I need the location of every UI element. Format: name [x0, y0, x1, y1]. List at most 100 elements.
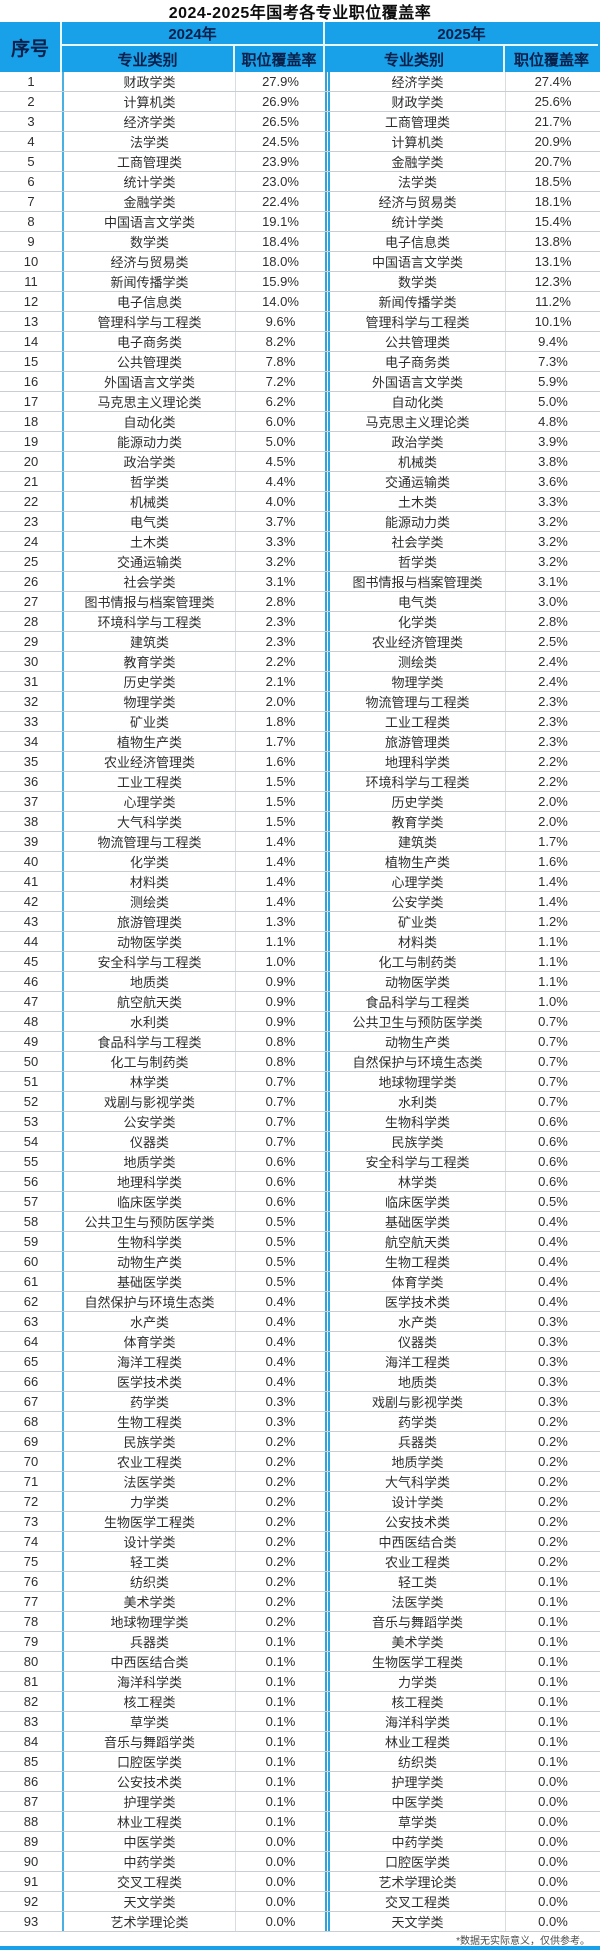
cell-major-2024: 戏剧与影视学类 [62, 1092, 235, 1111]
page-title: 2024-2025年国考各专业职位覆盖率 [0, 0, 600, 22]
cell-rate-2025: 0.3% [505, 1332, 600, 1351]
cell-index: 56 [23, 1174, 39, 1189]
cell-major-2024: 地球物理学类 [62, 1612, 235, 1631]
cell-major-2024: 测绘类 [62, 892, 235, 911]
cell-index: 12 [23, 294, 39, 309]
cell-rate-2024: 3.7% [235, 512, 325, 531]
table-row: 85 口腔医学类 0.1% 纺织类 0.1% [0, 1752, 600, 1772]
table-row: 92 天文学类 0.0% 交叉工程类 0.0% [0, 1892, 600, 1912]
cell-major-2025: 兵器类 [325, 1432, 505, 1451]
table-row: 89 中医学类 0.0% 中药学类 0.0% [0, 1832, 600, 1852]
cell-rate-2025: 0.2% [505, 1492, 600, 1511]
table-row: 80 中西医结合类 0.1% 生物医学工程类 0.1% [0, 1652, 600, 1672]
table-row: 19 能源动力类 5.0% 政治学类 3.9% [0, 432, 600, 452]
cell-index: 11 [24, 274, 38, 289]
cell-major-2024: 物流管理与工程类 [62, 832, 235, 851]
cell-rate-2024: 0.1% [235, 1632, 325, 1651]
cell-major-2024: 林业工程类 [62, 1812, 235, 1831]
cell-rate-2025: 0.7% [505, 1072, 600, 1091]
cell-index: 83 [23, 1714, 39, 1729]
table-row: 17 马克思主义理论类 6.2% 自动化类 5.0% [0, 392, 600, 412]
cell-rate-2024: 0.4% [235, 1372, 325, 1391]
cell-index: 80 [23, 1654, 39, 1669]
cell-major-2025: 大气科学类 [325, 1472, 505, 1491]
table-row: 62 自然保护与环境生态类 0.4% 医学技术类 0.4% [0, 1292, 600, 1312]
cell-major-2024: 图书情报与档案管理类 [62, 592, 235, 611]
cell-major-2025: 自然保护与环境生态类 [325, 1052, 505, 1071]
cell-index: 72 [23, 1494, 39, 1509]
cell-rate-2025: 0.0% [505, 1852, 600, 1871]
cell-rate-2025: 3.6% [505, 472, 600, 491]
cell-major-2024: 管理科学与工程类 [62, 312, 235, 331]
cell-rate-2024: 0.2% [235, 1512, 325, 1531]
cell-rate-2025: 0.1% [505, 1612, 600, 1631]
cell-major-2024: 生物工程类 [62, 1412, 235, 1431]
cell-rate-2025: 5.9% [505, 372, 600, 391]
cell-index: 61 [23, 1274, 39, 1289]
cell-index: 9 [27, 234, 35, 249]
cell-rate-2024: 0.5% [235, 1252, 325, 1271]
cell-rate-2024: 9.6% [235, 312, 325, 331]
table-row: 38 大气科学类 1.5% 教育学类 2.0% [0, 812, 600, 832]
cell-rate-2024: 0.2% [235, 1572, 325, 1591]
cell-rate-2024: 0.5% [235, 1272, 325, 1291]
table-row: 41 材料类 1.4% 心理学类 1.4% [0, 872, 600, 892]
table-row: 90 中药学类 0.0% 口腔医学类 0.0% [0, 1852, 600, 1872]
cell-index: 37 [23, 794, 39, 809]
cell-major-2025: 地理科学类 [325, 752, 505, 771]
cell-rate-2024: 0.4% [235, 1332, 325, 1351]
table-row: 2 计算机类 26.9% 财政学类 25.6% [0, 92, 600, 112]
cell-rate-2025: 3.2% [505, 552, 600, 571]
cell-rate-2024: 0.1% [235, 1772, 325, 1791]
cell-rate-2025: 3.0% [505, 592, 600, 611]
cell-major-2024: 工商管理类 [62, 152, 235, 171]
cell-index: 85 [23, 1754, 39, 1769]
cell-rate-2024: 0.9% [235, 972, 325, 991]
cell-major-2025: 物流管理与工程类 [325, 692, 505, 711]
table-row: 53 公安学类 0.7% 生物科学类 0.6% [0, 1112, 600, 1132]
table-row: 27 图书情报与档案管理类 2.8% 电气类 3.0% [0, 592, 600, 612]
cell-index: 26 [23, 574, 39, 589]
cell-index: 24 [23, 534, 39, 549]
cell-major-2025: 金融学类 [325, 152, 505, 171]
cell-rate-2025: 0.6% [505, 1112, 600, 1131]
cell-rate-2024: 14.0% [235, 292, 325, 311]
table-row: 28 环境科学与工程类 2.3% 化学类 2.8% [0, 612, 600, 632]
cell-major-2024: 兵器类 [62, 1632, 235, 1651]
cell-major-2024: 护理学类 [62, 1792, 235, 1811]
cell-major-2025: 草学类 [325, 1812, 505, 1831]
cell-rate-2024: 0.4% [235, 1292, 325, 1311]
cell-rate-2024: 0.2% [235, 1612, 325, 1631]
cell-rate-2025: 1.1% [505, 952, 600, 971]
cell-rate-2024: 1.0% [235, 952, 325, 971]
header-rate-2024: 职位覆盖率 [233, 46, 323, 72]
header-major-2024: 专业类别 [117, 51, 178, 69]
cell-index: 65 [23, 1354, 39, 1369]
cell-index: 47 [23, 994, 39, 1009]
cell-major-2024: 体育学类 [62, 1332, 235, 1351]
cell-major-2024: 历史学类 [62, 672, 235, 691]
cell-major-2024: 临床医学类 [62, 1192, 235, 1211]
cell-major-2025: 统计学类 [325, 212, 505, 231]
cell-rate-2024: 0.3% [235, 1392, 325, 1411]
cell-rate-2024: 0.9% [235, 992, 325, 1011]
cell-rate-2024: 0.5% [235, 1232, 325, 1251]
cell-rate-2024: 1.5% [235, 772, 325, 791]
cell-rate-2025: 2.4% [505, 672, 600, 691]
cell-index: 32 [23, 694, 39, 709]
cell-rate-2025: 0.1% [505, 1672, 600, 1691]
cell-index: 66 [23, 1374, 39, 1389]
cell-rate-2024: 23.0% [235, 172, 325, 191]
cell-rate-2024: 0.7% [235, 1072, 325, 1091]
table-row: 75 轻工类 0.2% 农业工程类 0.2% [0, 1552, 600, 1572]
cell-index: 38 [23, 814, 39, 829]
cell-rate-2024: 0.7% [235, 1092, 325, 1111]
cell-rate-2024: 0.7% [235, 1112, 325, 1131]
cell-major-2025: 生物工程类 [325, 1252, 505, 1271]
cell-major-2024: 中药学类 [62, 1852, 235, 1871]
cell-index: 17 [23, 394, 39, 409]
cell-major-2025: 戏剧与影视学类 [325, 1392, 505, 1411]
cell-major-2024: 化学类 [62, 852, 235, 871]
cell-major-2024: 农业工程类 [62, 1452, 235, 1471]
cell-major-2024: 公共卫生与预防医学类 [62, 1212, 235, 1231]
